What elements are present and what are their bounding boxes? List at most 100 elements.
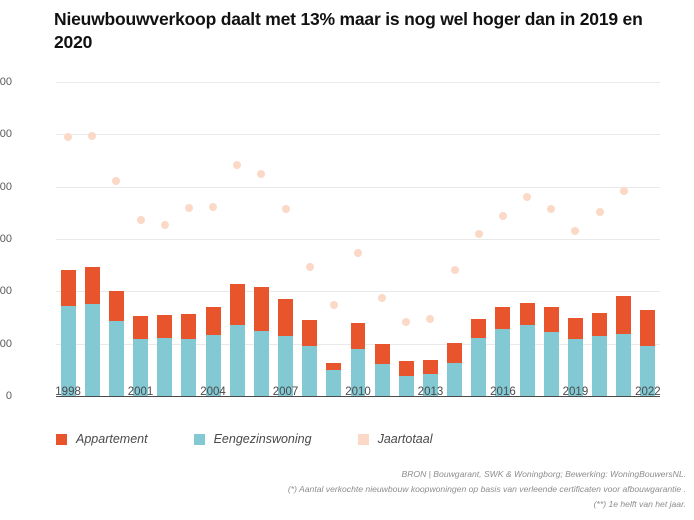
footnote-double-asterisk: (**) 1e helft van het jaar. <box>593 499 686 509</box>
bar-segment-appartement <box>350 323 366 350</box>
bar-segment-appartement <box>471 318 487 338</box>
jaartotaal-marker-2000[interactable] <box>112 177 121 186</box>
legend-appartement[interactable]: Appartement <box>56 432 148 446</box>
jaartotaal-marker-2013[interactable] <box>426 315 435 324</box>
gridline-20000 <box>56 291 660 293</box>
bar-1998[interactable] <box>60 270 76 396</box>
bar-2008[interactable] <box>302 320 318 396</box>
bar-segment-eengezinswoning <box>567 338 583 396</box>
bar-2005[interactable] <box>229 284 245 396</box>
y-axis-label: 20.000 <box>0 285 12 298</box>
bar-segment-eengezinswoning <box>326 369 342 396</box>
jaartotaal-marker-2001[interactable] <box>136 216 145 225</box>
bar-segment-appartement <box>519 303 535 325</box>
bar-segment-eengezinswoning <box>108 320 124 396</box>
bar-2010[interactable] <box>350 323 366 396</box>
bar-segment-eengezinswoning <box>181 338 197 396</box>
chart-legend: Appartement Eengezinswoning Jaartotaal <box>56 432 478 446</box>
bar-2015[interactable] <box>471 318 487 396</box>
bar-segment-appartement <box>374 343 390 364</box>
bar-segment-eengezinswoning <box>157 338 173 396</box>
jaartotaal-markers-layer <box>56 82 660 396</box>
bar-2021[interactable] <box>616 295 632 396</box>
jaartotaal-marker-2021[interactable] <box>619 186 628 195</box>
jaartotaal-marker-2005[interactable] <box>233 161 242 170</box>
jaartotaal-marker-2006[interactable] <box>257 170 266 179</box>
bar-segment-eengezinswoning <box>302 345 318 396</box>
jaartotaal-marker-2014[interactable] <box>450 266 459 275</box>
x-axis-label-2004: 2004 <box>200 386 226 398</box>
bar-segment-eengezinswoning <box>447 362 463 396</box>
bar-segment-appartement <box>567 318 583 339</box>
bar-segment-eengezinswoning <box>398 375 414 396</box>
jaartotaal-marker-2008[interactable] <box>305 263 314 272</box>
jaartotaal-marker-2003[interactable] <box>184 204 193 213</box>
bar-segment-eengezinswoning <box>640 346 656 396</box>
y-axis-label: 0 <box>5 390 12 402</box>
bar-2016[interactable] <box>495 307 511 396</box>
bar-segment-appartement <box>181 314 197 339</box>
x-axis-label-2022: 2022 <box>635 386 661 398</box>
bar-2018[interactable] <box>543 307 559 396</box>
bar-segment-appartement <box>302 320 318 346</box>
bar-2022[interactable] <box>640 310 656 396</box>
bar-2014[interactable] <box>447 343 463 396</box>
jaartotaal-marker-2018[interactable] <box>547 205 556 214</box>
bar-segment-eengezinswoning <box>471 337 487 396</box>
bar-segment-eengezinswoning <box>543 332 559 396</box>
gridline-50000 <box>56 134 660 136</box>
jaartotaal-marker-2009[interactable] <box>329 300 338 309</box>
jaartotaal-marker-2015[interactable] <box>474 229 483 238</box>
bar-2019[interactable] <box>567 318 583 396</box>
legend-eengezinswoning[interactable]: Eengezinswoning <box>193 432 312 446</box>
legend-jaartotaal[interactable]: Jaartotaal <box>357 432 433 446</box>
x-axis-label-2010: 2010 <box>345 386 371 398</box>
bar-2020[interactable] <box>592 312 608 396</box>
legend-swatch-icon <box>56 433 67 445</box>
jaartotaal-marker-2019[interactable] <box>571 227 580 236</box>
y-axis-label: 10.000 <box>0 337 12 350</box>
x-axis-label-1998: 1998 <box>55 386 81 398</box>
bars-layer <box>56 82 660 396</box>
bar-segment-appartement <box>422 360 438 375</box>
bar-2000[interactable] <box>108 290 124 396</box>
jaartotaal-marker-1999[interactable] <box>88 132 97 141</box>
bar-2002[interactable] <box>157 314 173 396</box>
bar-segment-eengezinswoning <box>253 330 269 396</box>
bar-segment-appartement <box>543 307 559 333</box>
jaartotaal-marker-1998[interactable] <box>64 132 73 141</box>
jaartotaal-marker-2016[interactable] <box>498 211 507 220</box>
jaartotaal-marker-2002[interactable] <box>160 220 169 229</box>
bar-2007[interactable] <box>278 298 293 396</box>
jaartotaal-marker-2004[interactable] <box>209 202 218 211</box>
bar-2017[interactable] <box>519 303 535 396</box>
legend-label: Jaartotaal <box>377 432 433 446</box>
bar-segment-eengezinswoning <box>519 324 535 396</box>
bar-segment-appartement <box>495 307 511 329</box>
bar-segment-appartement <box>447 343 463 363</box>
y-axis-label: 30.000 <box>0 233 12 245</box>
jaartotaal-marker-2017[interactable] <box>523 193 532 202</box>
legend-swatch-icon <box>193 433 205 445</box>
bar-segment-eengezinswoning <box>592 335 608 396</box>
bar-2006[interactable] <box>253 287 269 396</box>
bar-1999[interactable] <box>84 267 100 396</box>
bar-segment-eengezinswoning <box>205 335 221 396</box>
gridline-30000 <box>56 239 660 240</box>
bar-2004[interactable] <box>205 307 221 396</box>
bar-2001[interactable] <box>133 315 149 396</box>
bar-2009[interactable] <box>326 362 342 396</box>
jaartotaal-marker-2011[interactable] <box>378 294 387 303</box>
bar-2011[interactable] <box>374 343 390 396</box>
jaartotaal-marker-2007[interactable] <box>281 205 290 214</box>
bar-segment-appartement <box>60 270 76 306</box>
jaartotaal-marker-2010[interactable] <box>354 249 362 258</box>
jaartotaal-marker-2020[interactable] <box>595 208 604 217</box>
jaartotaal-marker-2012[interactable] <box>402 318 411 327</box>
bar-2013[interactable] <box>422 360 438 396</box>
x-axis-label-2013: 2013 <box>417 386 444 398</box>
bar-2012[interactable] <box>398 361 414 396</box>
bar-segment-eengezinswoning <box>133 338 149 396</box>
bar-2003[interactable] <box>181 314 197 396</box>
bar-segment-appartement <box>229 284 245 325</box>
